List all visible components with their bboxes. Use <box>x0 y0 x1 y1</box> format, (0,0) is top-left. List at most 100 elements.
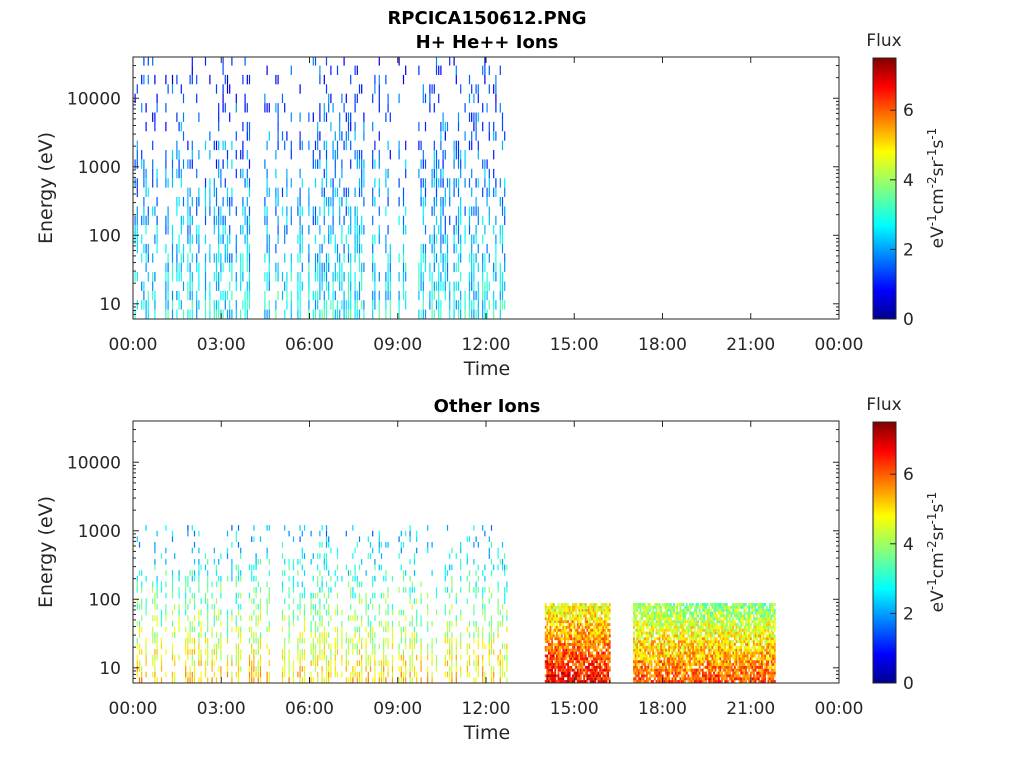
spectrogram-cell <box>334 666 336 672</box>
spectrogram-cell <box>495 131 497 141</box>
spectrogram-cell <box>136 243 138 254</box>
spectrogram-cell <box>281 272 284 282</box>
spectrogram-cell <box>193 559 196 565</box>
spectrogram-cell <box>589 680 592 683</box>
spectrogram-cell <box>389 243 391 254</box>
spectrogram-cell <box>387 272 389 282</box>
spectrogram-cell <box>409 666 411 672</box>
spectrogram-cell <box>191 65 193 75</box>
spectrogram-cell <box>636 663 639 666</box>
spectrogram-cell <box>639 677 642 681</box>
spectrogram-cell <box>424 253 427 263</box>
spectrogram-cell <box>583 674 585 678</box>
spectrogram-cell <box>365 604 367 610</box>
spectrogram-cell <box>198 559 200 565</box>
spectrogram-cell <box>568 668 571 672</box>
spectrogram-cell <box>682 643 685 646</box>
spectrogram-cell <box>583 608 585 612</box>
spectrogram-cell <box>634 640 637 644</box>
spectrogram-cell <box>237 654 240 661</box>
spectrogram-cell <box>655 614 658 618</box>
spectrogram-cell <box>431 84 433 94</box>
spectrogram-cell <box>647 603 650 606</box>
spectrogram-cell <box>572 643 574 646</box>
spectrogram-cell <box>684 645 687 649</box>
spectrogram-cell <box>490 592 493 599</box>
spectrogram-cell <box>275 168 277 179</box>
spectrogram-cell <box>706 611 709 615</box>
spectrogram-cell <box>663 603 666 606</box>
spectrogram-cell <box>145 168 147 179</box>
spectrogram-cell <box>701 671 704 675</box>
spectrogram-cell <box>685 671 688 675</box>
spectrogram-cell <box>568 677 571 681</box>
spectrogram-cell <box>584 623 587 626</box>
spectrogram-cell <box>652 634 655 638</box>
spectrogram-cell <box>573 620 576 624</box>
spectrogram-cell <box>573 603 576 606</box>
spectrogram-cell <box>446 649 449 655</box>
spectrogram-cell <box>255 587 257 593</box>
spectrogram-cell <box>455 243 457 254</box>
spectrogram-cell <box>501 121 504 132</box>
spectrogram-cell <box>196 290 198 301</box>
spectrogram-cell <box>330 547 332 554</box>
spectrogram-cell <box>204 598 207 604</box>
spectrogram-cell <box>312 290 314 301</box>
spectrogram-cell <box>189 309 191 319</box>
spectrogram-cell <box>692 625 695 629</box>
spectrogram-cell <box>653 677 656 681</box>
spectrogram-cell <box>171 643 174 650</box>
spectrogram-cell <box>180 262 182 273</box>
spectrogram-cell <box>578 660 581 664</box>
spectrogram-cell <box>455 150 457 160</box>
spectrogram-cell <box>266 309 268 319</box>
spectrogram-cell <box>668 680 671 683</box>
spectrogram-cell <box>358 637 361 644</box>
spectrogram-cell <box>642 674 645 678</box>
spectrogram-cell <box>565 648 568 652</box>
spectrogram-cell <box>429 262 431 273</box>
spectrogram-cell <box>347 660 350 666</box>
spectrogram-cell <box>218 206 220 216</box>
spectrogram-cell <box>655 674 658 678</box>
spectrogram-cell <box>259 609 262 616</box>
spectrogram-cell <box>147 206 149 216</box>
spectrogram-cell <box>446 626 449 633</box>
spectrogram-cell <box>204 666 207 672</box>
spectrogram-cell <box>222 262 224 273</box>
spectrogram-cell <box>666 677 669 681</box>
spectrogram-cell <box>546 605 549 609</box>
spectrogram-cell <box>367 660 369 666</box>
spectrogram-cell <box>275 206 277 216</box>
spectrogram-cell <box>572 654 574 658</box>
spectrogram-cell <box>674 614 677 618</box>
spectrogram-cell <box>301 637 303 644</box>
spectrogram-cell <box>440 309 442 319</box>
spectrogram-cell <box>460 547 462 554</box>
spectrogram-cell <box>171 225 174 235</box>
spectrogram-cell <box>482 643 484 650</box>
spectrogram-cell <box>557 651 560 655</box>
spectrogram-cell <box>660 617 663 621</box>
spectrogram-cell <box>584 640 587 644</box>
spectrogram-cell <box>657 643 659 646</box>
spectrogram-cell <box>152 581 154 588</box>
spectrogram-cell <box>684 680 687 683</box>
spectrogram-cell <box>156 592 158 599</box>
spectrogram-cell <box>301 666 303 672</box>
spectrogram-cell <box>235 564 237 571</box>
spectrogram-cell <box>499 178 501 188</box>
spectrogram-cell <box>281 206 284 216</box>
spectrogram-cell <box>636 603 639 606</box>
spectrogram-cell <box>372 592 374 599</box>
spectrogram-cell <box>692 680 695 683</box>
spectrogram-cell <box>460 150 462 160</box>
spectrogram-cell <box>493 168 495 179</box>
spectrogram-cell <box>402 74 405 85</box>
spectrogram-cell <box>666 640 669 644</box>
spectrogram-cell <box>358 243 361 254</box>
spectrogram-cell <box>237 666 240 672</box>
spectrogram-cell <box>275 309 277 319</box>
spectrogram-cell <box>220 234 222 244</box>
